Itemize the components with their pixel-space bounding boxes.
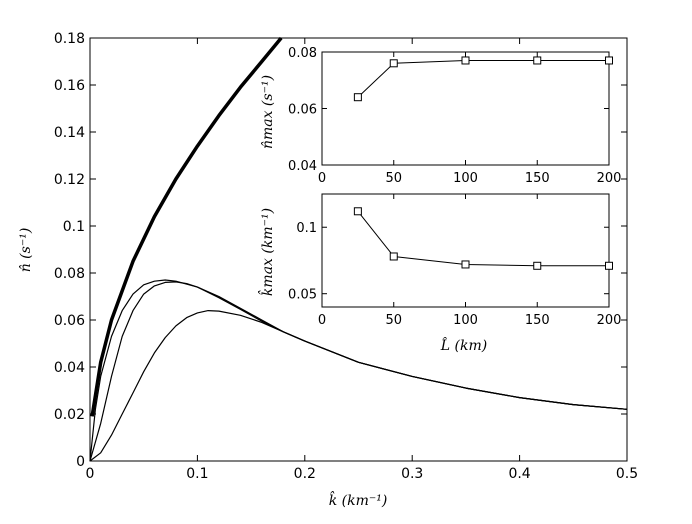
inset-bottom-series-group: [353, 207, 613, 270]
main-y-tick-label: 0.1: [63, 219, 85, 235]
inset-bottom-square-marker: [353, 207, 362, 216]
inset-bottom-frame: [321, 193, 610, 308]
main-y-tick-label: 0.04: [54, 360, 85, 376]
inset-bottom-square-marker: [461, 260, 470, 269]
main-series-line-1: [90, 36, 283, 417]
main-y-tick-label: 0.12: [54, 172, 85, 188]
inset-top-y-tick-label: 0.04: [288, 159, 317, 174]
inset-top-x-tick-label: 150: [525, 171, 550, 186]
inset-top-square-marker: [353, 93, 362, 102]
inset-bottom-x-tick-label: 150: [525, 313, 550, 328]
main-x-tick-label: 0.4: [508, 466, 530, 482]
main-y-axis-label: n̂ (s⁻¹): [18, 228, 34, 273]
inset-top-square-marker: [605, 56, 613, 65]
inset-top-square-marker: [389, 59, 398, 68]
main-y-tick-label: 0.14: [54, 125, 85, 141]
main-y-tick-label: 0: [76, 454, 85, 470]
inset-bottom-ticks: 0 50 100 150 200 0.05 0.1: [288, 194, 621, 328]
inset-bottom-square-marker: [605, 261, 613, 270]
inset-top-x-tick-label: 50: [385, 171, 402, 186]
inset-top-x-tick-label: 0: [318, 171, 326, 186]
main-y-tick-label: 0.06: [54, 313, 85, 329]
main-ticks: 0 0.1 0.2 0.3 0.4 0.500.020.040.060.080.10.12…: [54, 31, 638, 482]
inset-top-frame: [321, 51, 610, 166]
main-y-tick-label: 0.02: [54, 407, 85, 423]
main-x-tick-label: 0.5: [616, 466, 638, 482]
inset-bottom-x-tick-label: 100: [453, 313, 478, 328]
inset-top-y-tick-label: 0.06: [288, 103, 317, 118]
main-y-tick-label: 0.18: [54, 31, 85, 47]
inset-bottom-x-tick-label: 200: [597, 313, 622, 328]
main-x-tick-label: 0.2: [294, 466, 316, 482]
inset-top-x-tick-label: 200: [597, 171, 622, 186]
inset-bottom-plot: 0 50 100 150 200 0.05 0.1 L̂ (km) k̂max (km⁻¹): [257, 193, 621, 354]
main-series-line-4: [89, 310, 628, 462]
inset-bottom-square-marker: [533, 261, 542, 270]
inset-bottom-y-tick-label: 0.05: [288, 288, 317, 303]
inset-top-y-tick-label: 0.08: [288, 46, 317, 61]
main-y-tick-label: 0.16: [54, 78, 85, 94]
main-x-tick-label: 0.3: [401, 466, 423, 482]
main-x-tick-label: 0.1: [186, 466, 208, 482]
inset-top-square-marker: [533, 56, 542, 65]
inset-bottom-x-tick-label: 50: [385, 313, 402, 328]
inset-bottom-x-tick-label: 0: [318, 313, 326, 328]
inset-bottom-x-axis-label: L̂ (km): [440, 336, 487, 354]
main-x-tick-label: 0: [86, 466, 95, 482]
inset-top-y-axis-label: n̂max (s⁻¹): [260, 75, 276, 149]
inset-top-x-tick-label: 100: [453, 171, 478, 186]
inset-bottom-y-tick-label: 0.1: [296, 221, 317, 236]
main-series-group: [89, 36, 628, 462]
inset-top-series-group: [353, 56, 613, 102]
inset-top-ticks: 0 50 100 150 200 0.04 0.06 0.08: [288, 46, 621, 186]
inset-top-plot: 0 50 100 150 200 0.04 0.06 0.08 n̂max (s⁻¹): [260, 46, 621, 186]
main-x-axis-label: k̂ (km⁻¹): [329, 490, 388, 509]
inset-bottom-square-marker: [389, 252, 398, 261]
inset-top-square-marker: [461, 56, 470, 65]
inset-bottom-y-axis-label: k̂max (km⁻¹): [257, 208, 276, 296]
main-y-tick-label: 0.08: [54, 266, 85, 282]
